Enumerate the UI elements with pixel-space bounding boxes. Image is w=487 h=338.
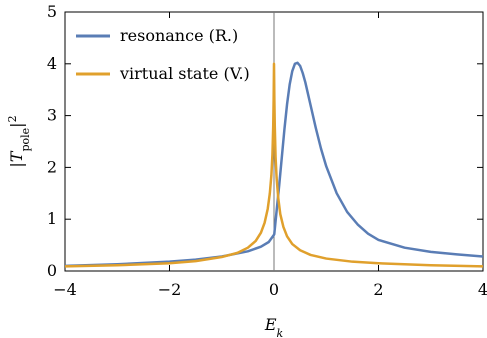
x-tick-label: −4 [53, 280, 77, 299]
y-tick-label: 5 [47, 2, 57, 21]
y-tick-label: 1 [47, 209, 57, 228]
x-axis-title: Ek [264, 315, 284, 338]
series-line-0 [64, 61, 484, 268]
y-tick-label: 3 [47, 106, 57, 125]
series-group [64, 61, 484, 268]
x-tick-label: 4 [478, 280, 487, 299]
legend-label-1: virtual state (V.) [119, 64, 250, 83]
y-axis-title: |Tpole|2 [6, 115, 32, 167]
x-tick-label: −2 [158, 280, 182, 299]
y-tick-label: 4 [47, 54, 57, 73]
x-tick-label: 0 [269, 280, 279, 299]
series-line-1 [64, 62, 484, 268]
legend-label-0: resonance (R.) [120, 26, 238, 45]
y-tick-label: 2 [47, 157, 57, 176]
x-tick-label: 2 [373, 280, 383, 299]
y-tick-label: 0 [47, 261, 57, 280]
legend: resonance (R.) virtual state (V.) [76, 26, 250, 83]
ticks: −4 −2 0 2 4 0 1 2 3 4 5 [47, 2, 487, 299]
